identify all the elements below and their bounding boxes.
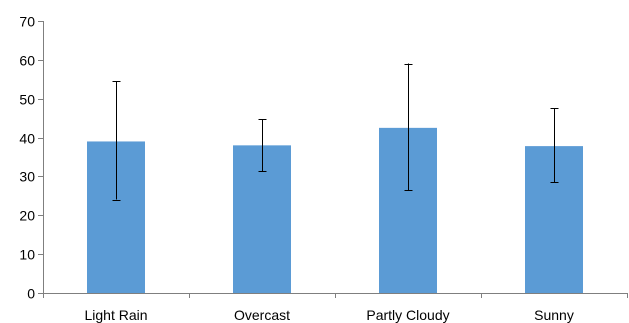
error-bars-layer [112, 63, 559, 201]
x-ticks: Light Rain Overcast Partly Cloudy Sunny [43, 293, 628, 323]
y-tick-label: 70 [19, 14, 35, 30]
x-tick-label: Overcast [234, 307, 290, 323]
y-tick-label: 20 [19, 208, 35, 224]
x-tick-label: Partly Cloudy [366, 307, 449, 323]
error-bar [258, 118, 267, 172]
bars-layer [87, 127, 583, 293]
y-tick-label: 30 [19, 169, 35, 185]
y-tick-label: 10 [19, 247, 35, 263]
y-tick-label: 60 [19, 53, 35, 69]
error-bar [404, 63, 413, 191]
x-tick-label: Light Rain [84, 307, 147, 323]
error-bar [112, 80, 121, 201]
y-tick-label: 50 [19, 92, 35, 108]
error-bar [550, 108, 559, 183]
y-tick-label: 40 [19, 131, 35, 147]
y-tick-label: 0 [27, 286, 35, 302]
y-ticks: 0 10 20 30 40 50 60 70 [19, 14, 43, 302]
x-tick-label: Sunny [534, 307, 574, 323]
